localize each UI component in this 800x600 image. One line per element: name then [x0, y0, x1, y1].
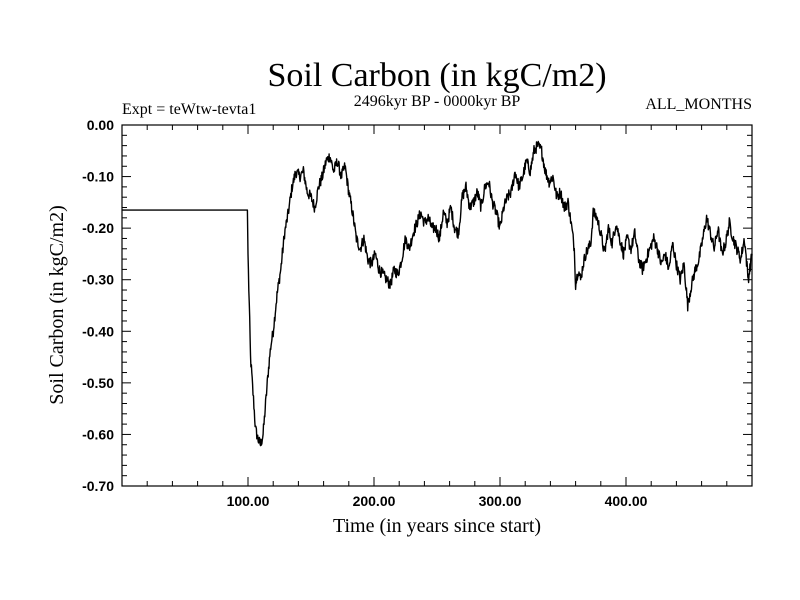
months-label: ALL_MONTHS	[645, 96, 752, 113]
x-axis-ticks	[146, 125, 728, 486]
x-tick-label: 400.00	[605, 493, 648, 509]
x-tick-label: 300.00	[479, 493, 522, 509]
y-tick-label: -0.40	[82, 323, 114, 339]
y-axis-tick-labels: 0.00 -0.10 -0.20 -0.30 -0.40 -0.50 -0.60 -0.70	[82, 117, 114, 494]
y-tick-label: -0.10	[82, 169, 114, 185]
y-axis-label: Soil Carbon (in kgC/m2)	[46, 205, 68, 404]
plot-frame	[121, 124, 753, 487]
y-tick-label: -0.60	[82, 426, 114, 442]
y-tick-label: -0.50	[82, 375, 114, 391]
x-axis-tick-labels: 100.00 200.00 300.00 400.00	[227, 493, 648, 509]
y-tick-label: -0.30	[82, 272, 114, 288]
y-tick-label: -0.20	[82, 220, 114, 236]
chart-subtitle: 2496kyr BP - 0000kyr BP	[354, 93, 521, 110]
chart-title: Soil Carbon (in kgC/m2)	[267, 57, 606, 94]
x-tick-label: 200.00	[353, 493, 396, 509]
y-tick-label: 0.00	[87, 117, 114, 133]
x-axis-label: Time (in years since start)	[333, 515, 541, 537]
series-layer	[121, 140, 753, 447]
y-tick-label: -0.70	[82, 478, 114, 494]
x-tick-label: 100.00	[227, 493, 270, 509]
y-axis-ticks	[122, 134, 752, 477]
series-line-soil-carbon	[121, 140, 753, 447]
experiment-label: Expt = teWtw-tevta1	[122, 101, 256, 118]
